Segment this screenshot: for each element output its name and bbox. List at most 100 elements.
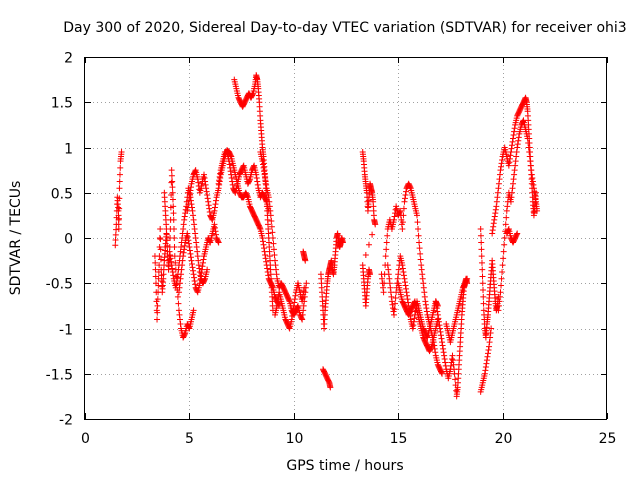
data-point [171, 225, 178, 232]
data-point [199, 259, 206, 266]
data-point [157, 256, 164, 263]
data-point [215, 239, 222, 246]
data-point [421, 289, 428, 296]
data-point [216, 177, 223, 184]
data-point [189, 207, 196, 214]
data-point [438, 332, 445, 339]
data-point [168, 258, 175, 265]
data-point [490, 220, 497, 227]
data-point [271, 251, 278, 258]
data-point [499, 262, 506, 269]
data-point [204, 192, 211, 199]
data-point [504, 203, 511, 210]
data-point [496, 176, 503, 183]
data-point [527, 158, 534, 165]
data-point [169, 268, 176, 275]
data-point [498, 163, 505, 170]
data-point [510, 176, 517, 183]
data-point [216, 173, 223, 180]
data-point [250, 163, 257, 170]
data-point [115, 225, 122, 232]
data-point [259, 235, 266, 241]
data-point [249, 91, 256, 98]
data-point [180, 249, 187, 256]
data-point [400, 268, 407, 275]
data-point [524, 135, 531, 142]
data-point [197, 276, 204, 283]
data-point [402, 192, 409, 199]
data-point [189, 264, 196, 271]
data-point [440, 349, 447, 356]
x-tick-label: 25 [599, 431, 617, 447]
data-point [291, 299, 298, 306]
y-tick-label: 1 [64, 142, 73, 158]
data-point [387, 289, 394, 296]
data-point [365, 241, 372, 248]
data-point [494, 189, 501, 196]
data-point [478, 253, 485, 260]
data-point [435, 315, 442, 322]
data-point [382, 253, 389, 260]
data-point [420, 280, 427, 287]
y-tick-label: 2 [64, 51, 73, 67]
data-point [112, 237, 119, 244]
data-point [172, 259, 179, 266]
data-point [175, 300, 182, 307]
data-point [411, 315, 418, 322]
data-point [215, 238, 222, 245]
data-point [191, 225, 198, 232]
data-point [399, 219, 406, 226]
data-point [169, 196, 176, 203]
data-point [496, 171, 503, 178]
data-point [497, 289, 504, 296]
data-point [395, 266, 402, 273]
data-point [270, 246, 277, 253]
data-point [269, 229, 276, 236]
data-point [486, 339, 493, 346]
data-point [423, 308, 430, 315]
data-point [388, 293, 395, 300]
data-point [505, 227, 512, 234]
data-point [409, 325, 416, 332]
data-point [194, 288, 201, 295]
data-point [508, 194, 515, 201]
data-point [157, 225, 164, 232]
data-point [164, 242, 171, 249]
data-point [395, 271, 402, 278]
data-point [191, 274, 198, 281]
data-point [479, 266, 486, 273]
data-point [197, 273, 204, 280]
data-point [515, 134, 522, 141]
data-point [482, 367, 489, 374]
data-point [414, 219, 421, 226]
data-point [294, 304, 301, 311]
data-point [439, 339, 446, 346]
data-point [113, 226, 120, 233]
data-point [256, 224, 263, 231]
data-point [116, 205, 123, 212]
data-point [442, 359, 449, 366]
data-point [495, 307, 502, 314]
data-point [484, 353, 491, 360]
x-tick-label: 0 [81, 431, 90, 447]
data-point [440, 345, 447, 352]
data-point [227, 152, 234, 159]
data-point [177, 248, 184, 255]
data-point [448, 356, 455, 363]
data-point [400, 212, 407, 219]
data-point [262, 255, 269, 262]
data-point [432, 349, 439, 356]
data-point [290, 302, 297, 309]
data-point [422, 298, 429, 305]
data-point [534, 207, 541, 214]
data-point [503, 214, 510, 221]
data-point [531, 188, 538, 195]
x-tick-label: 5 [185, 431, 194, 447]
data-point [194, 253, 201, 260]
data-point [187, 187, 194, 194]
data-point [170, 216, 177, 223]
data-point [185, 201, 192, 208]
data-point [432, 298, 439, 305]
data-point [270, 240, 277, 247]
data-point [186, 244, 193, 251]
